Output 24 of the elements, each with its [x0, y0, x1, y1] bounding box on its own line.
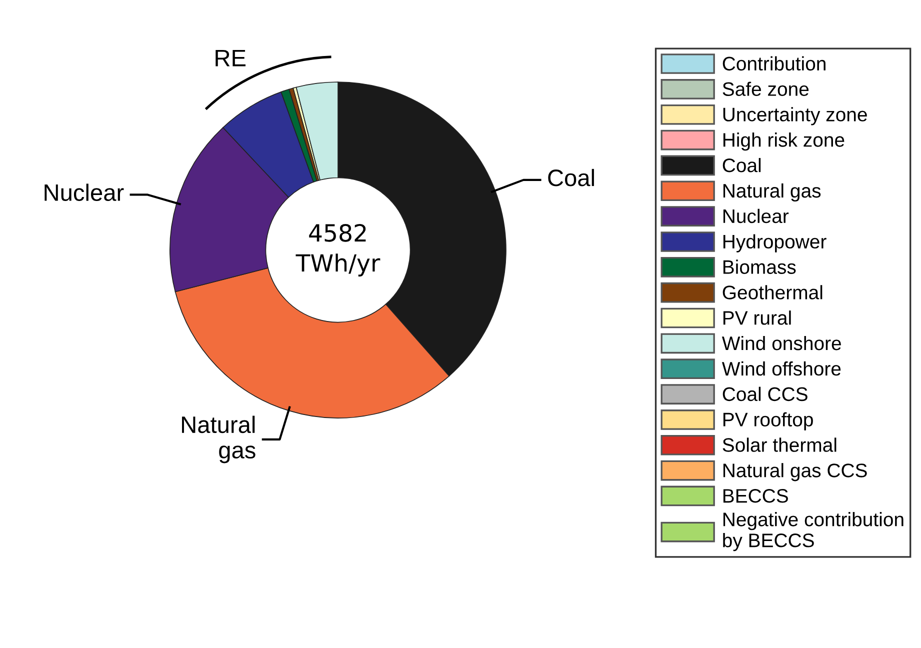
legend-label: Wind offshore: [722, 361, 841, 376]
text: RE: [216, 50, 246, 66]
legend-label: Nuclear: [723, 208, 789, 224]
legend-label: Coal CCS: [722, 386, 808, 402]
legend-label: PV rural: [723, 310, 791, 325]
legend-label: Contribution: [722, 56, 826, 71]
legend-label: Geothermal: [722, 285, 822, 300]
legend-label: Coal: [722, 158, 761, 172]
legend-label: Uncertainty zone: [723, 107, 867, 126]
legend-label: Negative contribution by BECCS: [723, 512, 904, 552]
legend-label: High risk zone: [723, 132, 844, 151]
legend-label: Natural gas: [723, 183, 821, 202]
legend-label: Solar thermal: [722, 438, 836, 452]
legend-label: Biomass: [723, 260, 796, 274]
slice-label: Nuclear: [44, 184, 124, 202]
legend-label: Wind onshore: [722, 336, 841, 350]
legend-label: Hydropower: [723, 234, 826, 252]
legend-label: Natural gas CCS: [723, 463, 867, 482]
legend-label: Safe zone: [722, 82, 809, 96]
text: 4582 TWh/yr: [296, 224, 380, 276]
slice-label: Coal: [548, 168, 594, 186]
legend-label: BECCS: [723, 489, 788, 503]
legend-label: PV rooftop: [723, 412, 813, 430]
slice-label: Natural gas: [182, 416, 256, 464]
